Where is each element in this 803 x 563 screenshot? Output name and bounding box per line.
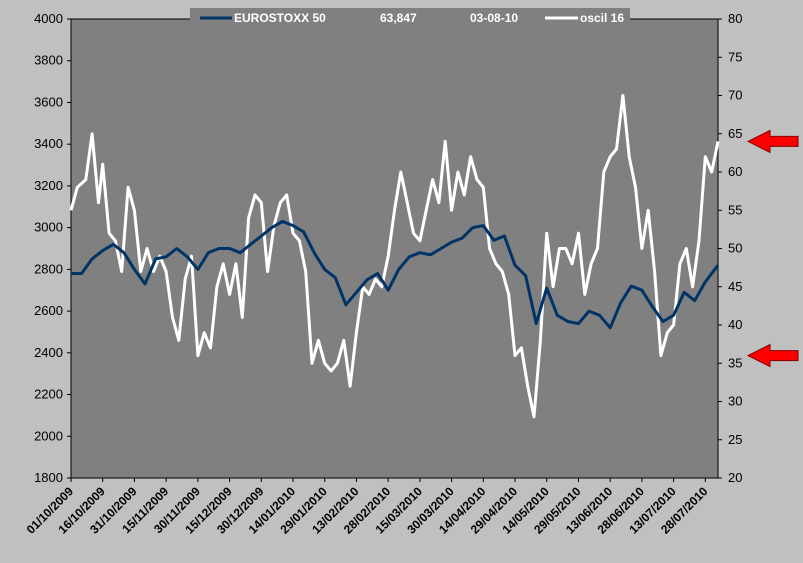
right-axis-tick-label: 25 <box>728 432 742 447</box>
legend: EUROSTOXX 50 63,847 03-08-10 oscil 16 <box>190 8 630 28</box>
right-axis: 20 25 30 35 40 45 50 55 60 65 70 75 80 <box>718 11 742 485</box>
left-axis-tick-label: 2800 <box>34 261 63 276</box>
right-axis-tick-label: 45 <box>728 279 742 294</box>
right-axis-tick-label: 35 <box>728 355 742 370</box>
left-axis-tick-label: 4000 <box>34 11 63 26</box>
arrow-icon-lower <box>746 343 799 368</box>
right-axis-tick-label: 30 <box>728 394 742 409</box>
series-line-eurostoxx <box>71 219 720 330</box>
left-axis-tick-label: 1800 <box>34 470 63 485</box>
left-axis-tick-label: 2000 <box>34 428 63 443</box>
legend-date: 03-08-10 <box>470 11 518 25</box>
left-axis-tick-label: 3800 <box>34 53 63 68</box>
arrow-icon-upper <box>746 129 799 154</box>
right-axis-tick-label: 55 <box>728 202 742 217</box>
left-axis-tick-label: 2400 <box>34 345 63 360</box>
right-axis-tick-label: 70 <box>728 88 742 103</box>
right-axis-tick-label: 75 <box>728 49 742 64</box>
left-axis-tick-label: 3600 <box>34 94 63 109</box>
plot-area <box>70 18 719 479</box>
left-axis: 1800 2000 2200 2400 2600 2800 3000 3200 3400 3600… <box>34 11 71 485</box>
legend-box <box>190 8 630 28</box>
right-axis-tick-label: 50 <box>728 241 742 256</box>
right-axis-tick-label: 20 <box>728 470 742 485</box>
left-axis-tick-label: 3400 <box>34 136 63 151</box>
legend-value: 63,847 <box>380 11 417 25</box>
right-axis-tick-label: 65 <box>728 126 742 141</box>
left-axis-tick-label: 3000 <box>34 220 63 235</box>
legend-label-oscil: oscil 16 <box>580 11 624 25</box>
right-axis-tick-label: 60 <box>728 164 742 179</box>
left-axis-tick-label: 2200 <box>34 387 63 402</box>
right-axis-tick-label: 40 <box>728 317 742 332</box>
legend-label-eurostoxx: EUROSTOXX 50 <box>234 11 326 25</box>
arrows-layer <box>746 129 799 368</box>
right-axis-tick-label: 80 <box>728 11 742 26</box>
left-axis-tick-label: 3200 <box>34 178 63 193</box>
series-layer <box>69 94 720 419</box>
series-line-oscil <box>69 94 720 419</box>
left-axis-tick-label: 2600 <box>34 303 63 318</box>
